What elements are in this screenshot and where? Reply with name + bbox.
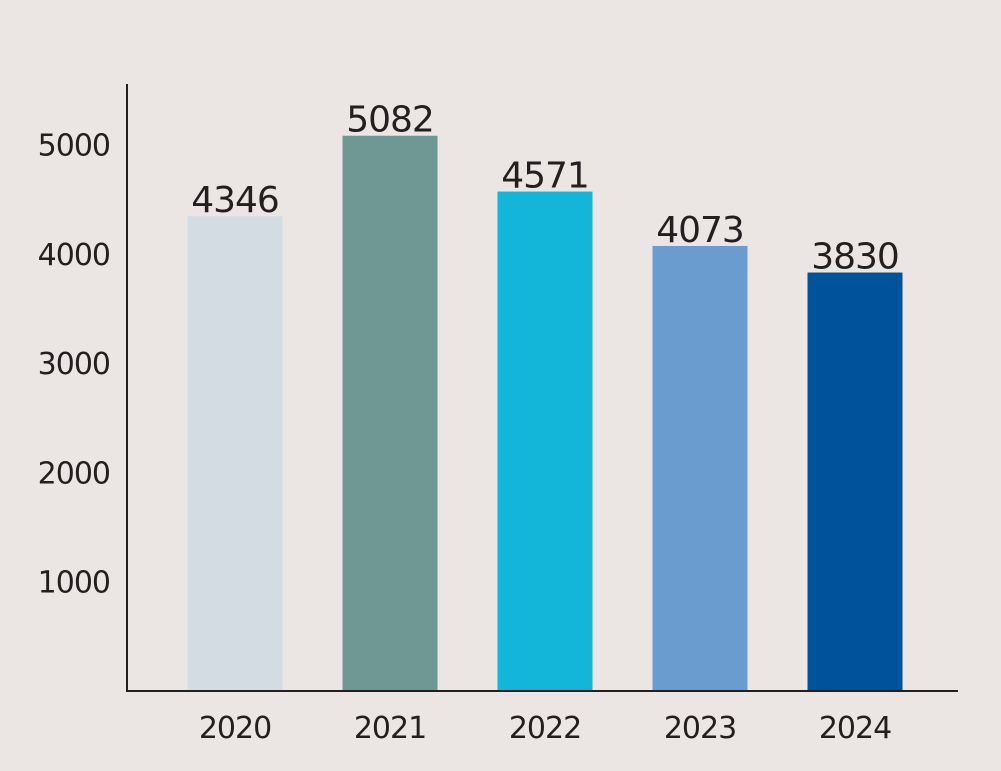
y-tick-label-4000: 4000 [38, 238, 110, 273]
x-tick-label-2020: 2020 [199, 711, 271, 746]
data-label-2023: 4073 [656, 210, 744, 251]
bar-2020 [187, 216, 283, 691]
x-axis-ticks: 2020 2021 2022 2023 2024 [199, 711, 892, 746]
y-tick-label-3000: 3000 [38, 347, 110, 382]
y-tick-label-5000: 5000 [38, 129, 110, 164]
bar-2022 [497, 191, 593, 691]
y-axis-ticks: 1000 2000 3000 4000 5000 [38, 129, 111, 601]
data-label-2020: 4346 [191, 180, 279, 221]
bars [187, 135, 903, 692]
bar-2021 [342, 135, 438, 692]
data-label-2021: 5082 [346, 100, 434, 141]
x-tick-label-2022: 2022 [509, 711, 581, 746]
bar-2023 [652, 245, 748, 692]
data-label-2024: 3830 [811, 237, 899, 278]
data-label-2022: 4571 [501, 156, 589, 197]
data-labels: 4346 5082 4571 4073 3830 [191, 100, 900, 278]
bar-2024 [807, 272, 903, 691]
x-tick-label-2023: 2023 [664, 711, 736, 746]
y-tick-label-2000: 2000 [38, 456, 110, 491]
y-tick-label-1000: 1000 [38, 566, 110, 601]
x-tick-label-2021: 2021 [354, 711, 426, 746]
x-tick-label-2024: 2024 [819, 711, 891, 746]
